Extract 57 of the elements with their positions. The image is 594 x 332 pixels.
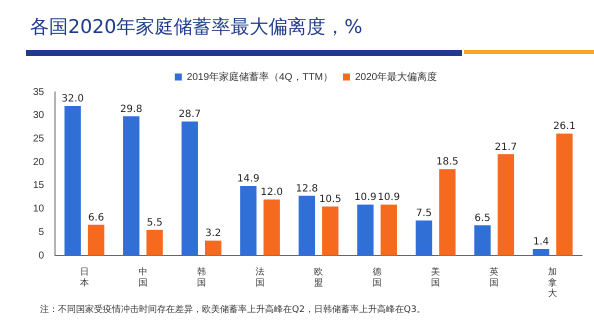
data-label: 7.5 — [416, 208, 432, 220]
data-label: 10.9 — [378, 192, 400, 204]
data-label: 6.5 — [474, 212, 490, 224]
bar — [64, 106, 81, 256]
bar — [416, 220, 432, 256]
bar — [439, 169, 456, 256]
data-label: 12.0 — [260, 187, 283, 198]
data-label: 18.5 — [436, 156, 458, 168]
bar — [556, 134, 573, 256]
x-tick-label: 英国 — [490, 266, 499, 288]
y-tick-label: 20 — [33, 156, 45, 168]
legend-label: 2020年最大偏离度 — [354, 70, 438, 83]
bar — [322, 206, 338, 256]
y-tick-label: 15 — [33, 180, 45, 192]
data-label: 3.2 — [205, 228, 222, 240]
data-label: 28.7 — [178, 109, 201, 120]
data-label: 32.0 — [62, 94, 84, 105]
data-label: 6.6 — [88, 212, 104, 224]
x-tick-label: 美国 — [431, 266, 440, 288]
bar — [298, 196, 316, 256]
y-tick-label: 35 — [33, 86, 45, 98]
text: 注：不同国家受疫情冲击时间存在差异，欧美储蓄率上升高峰在Q2，日韩储蓄率上升高峰在Q3。 — [40, 304, 426, 316]
bar — [182, 121, 198, 256]
y-tick-label: 5 — [38, 226, 45, 238]
data-label: 14.9 — [237, 174, 260, 185]
data-label: 26.1 — [553, 121, 576, 132]
bar — [264, 200, 280, 256]
data-label: 12.8 — [296, 183, 318, 194]
bar — [357, 204, 374, 256]
x-tick-label: 欧盟 — [314, 266, 324, 288]
bar — [474, 225, 491, 256]
y-tick-label: 30 — [33, 110, 45, 122]
x-tick-label: 日本 — [80, 266, 89, 288]
bar — [88, 224, 104, 256]
bar — [498, 154, 514, 256]
data-label: 21.7 — [494, 142, 518, 153]
chart-title: 各国2020年家庭储蓄率最大偏离度，% — [30, 15, 362, 40]
bar — [146, 230, 163, 256]
bar — [123, 116, 140, 256]
bar — [240, 186, 257, 256]
y-tick-label: 0 — [38, 250, 45, 262]
bar — [532, 249, 550, 256]
y-tick-label: 10 — [33, 204, 45, 215]
x-tick-label: 加拿大 — [548, 266, 558, 298]
data-label: 29.8 — [120, 104, 142, 115]
x-tick-label: 德国 — [372, 266, 382, 288]
y-tick-label: 25 — [33, 133, 45, 144]
x-tick-label: 韩国 — [196, 266, 206, 288]
data-label: 5.5 — [146, 217, 163, 228]
legend-label: 2019年家庭储蓄率（4Q，TTM） — [186, 70, 333, 83]
bar — [380, 204, 398, 256]
x-tick-label: 中国 — [138, 266, 148, 288]
data-label: 10.9 — [354, 192, 377, 204]
data-label: 10.5 — [319, 194, 342, 206]
x-tick-label: 法国 — [256, 266, 265, 288]
data-label: 1.4 — [533, 236, 549, 248]
bar — [204, 240, 222, 256]
